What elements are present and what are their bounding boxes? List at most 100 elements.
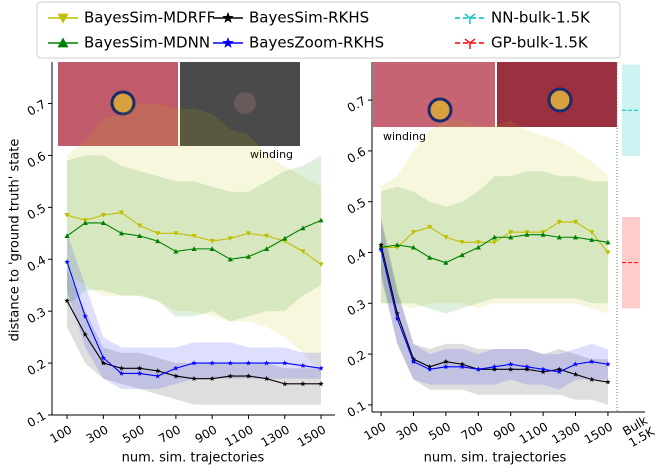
point [173,373,179,379]
y-tick-label: 0.2 [345,348,369,370]
point [459,252,465,258]
point [508,234,514,240]
legend-label: BayesSim-RKHS [249,9,369,27]
point [556,219,562,225]
point [118,370,125,376]
point [605,250,611,256]
legend-marker [464,13,476,24]
x-axis-label: num. sim. trajectories [424,451,567,466]
y-axis-label: distance to 'ground truth' state [8,139,23,342]
point [227,373,233,379]
point [155,231,161,236]
point [282,235,288,241]
point [155,238,161,244]
legend-label: BayesSim-MDNN [84,34,210,52]
point [64,297,70,304]
x-tick-label: 300 [84,423,111,447]
point [394,310,400,316]
point [491,366,498,372]
point [282,360,288,366]
point [443,363,449,370]
y-tick-label: 0.7 [25,97,49,119]
x-tick-label: 1300 [259,423,292,450]
point [508,361,514,367]
x-tick-label: 300 [394,420,421,444]
x-tick-label: 100 [47,423,74,447]
point [410,244,417,250]
point [118,210,125,216]
x-tick-label: 700 [459,420,486,444]
legend-marker [222,11,234,23]
point [209,375,215,381]
point [443,235,449,240]
photo-object [427,97,453,123]
point [263,360,270,366]
point [227,360,233,366]
x-tick-label: 900 [491,420,518,444]
point [378,242,384,248]
legend-label: NN-bulk-1.5K [491,9,591,27]
y-tick-label: 0.3 [345,297,369,319]
point [540,369,546,375]
x-tick-label: 500 [120,423,147,447]
legend-label: BayesSim-MDRFF [84,9,215,27]
y-tick-label: 0.5 [25,201,49,223]
point [318,262,324,268]
point [459,240,465,245]
x-tick-label: 1100 [222,423,255,450]
legend-label: BayesZoom-RKHS [249,34,384,52]
legend-marker [57,37,69,48]
point [475,240,481,245]
photo-object [110,90,136,116]
point [589,237,595,242]
legend-box [36,1,621,59]
point [443,260,449,265]
y-tick-label: 0.1 [345,398,369,420]
point [245,254,252,259]
point [572,234,579,240]
annotation: winding [250,148,293,161]
point [173,231,179,236]
point [572,219,579,225]
point [82,331,88,337]
legend-marker [464,38,476,49]
photo-object [547,87,573,113]
point [605,379,611,385]
point [540,232,546,237]
point [137,223,143,229]
point [155,373,161,379]
y-tick-label: 0.3 [25,305,49,327]
point [191,233,197,239]
error-band [381,216,608,405]
point [508,230,514,235]
x-tick-label: 1500 [582,420,615,447]
x-tick-label: Bulk1.5K [620,412,656,449]
point [209,239,215,244]
point [475,244,481,250]
point [300,249,306,255]
point [508,366,514,372]
point [300,225,306,231]
point [136,370,143,376]
point [100,213,106,218]
point [540,366,546,372]
y-tick-label: 0.1 [25,409,49,431]
point [136,365,143,371]
error-band [67,233,322,390]
point [155,368,161,374]
error-band [67,269,322,405]
point [605,361,611,367]
x-tick-label: 1300 [549,420,582,447]
point [556,369,562,375]
point [227,256,233,262]
point [137,233,143,238]
x-axis-label: num. sim. trajectories [122,451,265,466]
point [173,365,179,371]
y-tick-label: 0.6 [345,144,369,166]
point [282,381,288,387]
x-tick-label: 900 [193,423,220,447]
legend-marker [57,13,69,24]
x-tick-label: 700 [156,423,183,447]
point [410,230,417,235]
